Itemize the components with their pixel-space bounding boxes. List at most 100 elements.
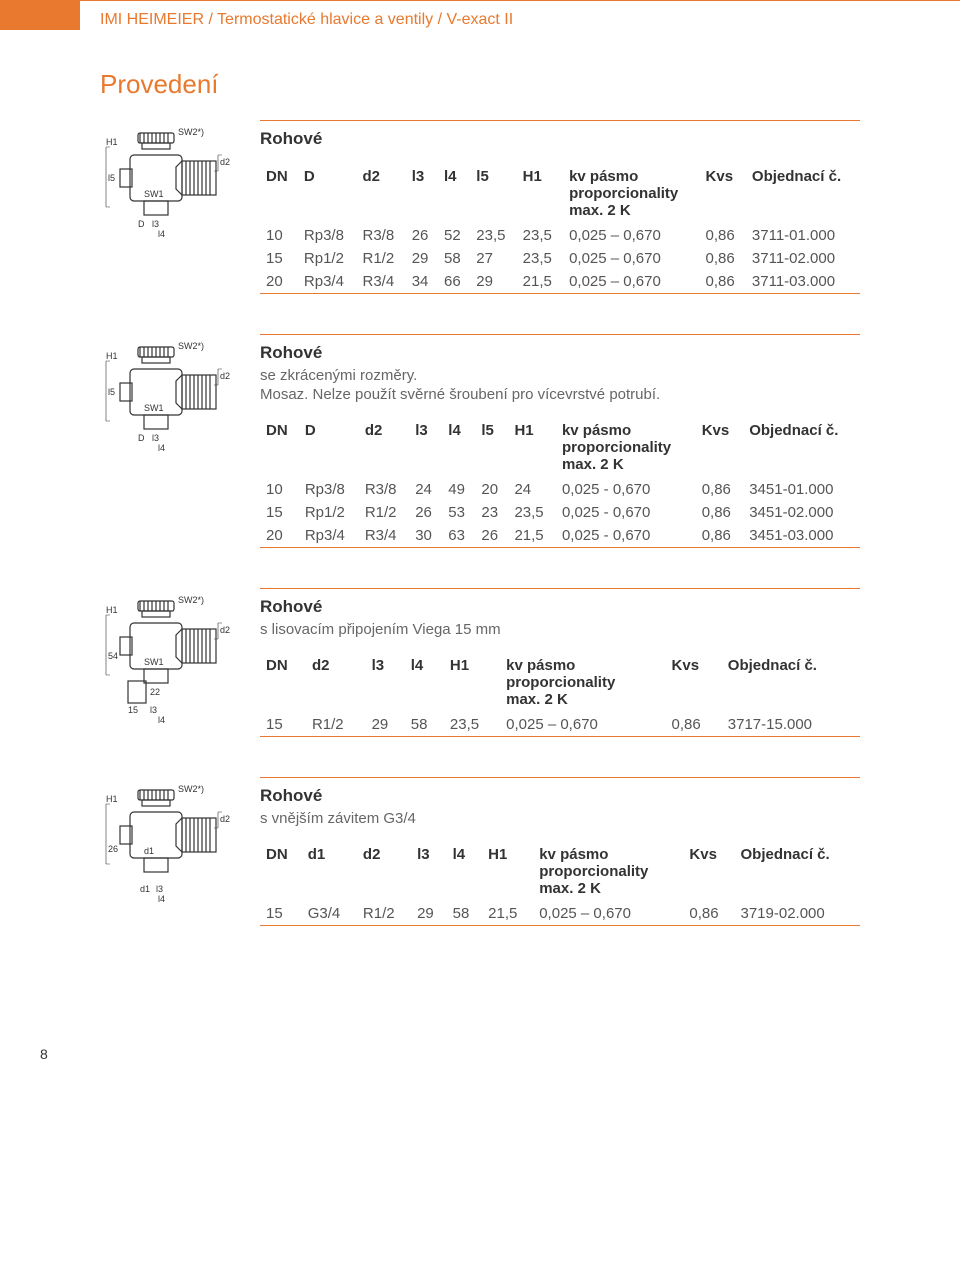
svg-text:l4: l4 bbox=[158, 715, 165, 723]
svg-text:SW1: SW1 bbox=[144, 403, 164, 413]
table-cell: 23,5 bbox=[444, 713, 500, 737]
table-cell: 26 bbox=[409, 501, 442, 524]
svg-text:l3: l3 bbox=[152, 219, 159, 229]
table-cell: 15 bbox=[260, 902, 302, 926]
table-header: l4 bbox=[438, 164, 470, 224]
table-header: kv pásmoproporcionalitymax. 2 K bbox=[533, 842, 683, 902]
table-row: 20Rp3/4R3/434662921,50,025 – 0,6700,8637… bbox=[260, 270, 860, 294]
table-cell: 3451-02.000 bbox=[743, 501, 860, 524]
table-cell: 3451-03.000 bbox=[743, 524, 860, 548]
svg-text:l5: l5 bbox=[108, 173, 115, 183]
table-cell: 0,86 bbox=[700, 270, 746, 294]
table-header: DN bbox=[260, 653, 306, 713]
svg-text:l3: l3 bbox=[152, 433, 159, 443]
table-row: 15G3/4R1/2295821,50,025 – 0,6700,863719-… bbox=[260, 902, 860, 926]
table-cell: 20 bbox=[475, 478, 508, 502]
table-cell: 0,86 bbox=[696, 501, 744, 524]
svg-text:SW2*): SW2*) bbox=[178, 127, 204, 137]
table-cell: 0,025 – 0,670 bbox=[563, 224, 699, 248]
svg-text:22: 22 bbox=[150, 687, 160, 697]
table-cell: 23,5 bbox=[470, 224, 516, 248]
svg-text:l4: l4 bbox=[158, 894, 165, 904]
table-header: l3 bbox=[366, 653, 405, 713]
table-cell: 27 bbox=[470, 247, 516, 270]
table-header: kv pásmoproporcionalitymax. 2 K bbox=[563, 164, 699, 224]
svg-text:SW1: SW1 bbox=[144, 189, 164, 199]
table-header: kv pásmoproporcionalitymax. 2 K bbox=[556, 418, 696, 478]
table-cell: 21,5 bbox=[482, 902, 533, 926]
table-header: kv pásmoproporcionalitymax. 2 K bbox=[500, 653, 665, 713]
table-cell: 0,86 bbox=[700, 224, 746, 248]
block-title: Rohové bbox=[260, 334, 860, 363]
block-subtitle: s vnějším závitem G3/4 bbox=[260, 810, 860, 827]
table-header: H1 bbox=[508, 418, 556, 478]
page-number: 8 bbox=[0, 1006, 960, 1082]
svg-text:H1: H1 bbox=[106, 794, 118, 804]
table-header: d2 bbox=[359, 418, 409, 478]
valve-diagram: H1 SW2*) d2 SW1 l5 D l3 l4 bbox=[100, 334, 240, 548]
svg-text:SW1: SW1 bbox=[144, 657, 164, 667]
table-header: DN bbox=[260, 842, 302, 902]
table-cell: Rp3/8 bbox=[299, 478, 359, 502]
svg-text:d2: d2 bbox=[220, 371, 230, 381]
spec-table: DNDd2l3l4l5H1kv pásmoproporcionalitymax.… bbox=[260, 164, 860, 294]
svg-text:D: D bbox=[138, 433, 145, 443]
svg-text:H1: H1 bbox=[106, 351, 118, 361]
table-cell: G3/4 bbox=[302, 902, 357, 926]
table-cell: Rp3/4 bbox=[299, 524, 359, 548]
table-header: l3 bbox=[409, 418, 442, 478]
table-cell: R3/8 bbox=[357, 224, 406, 248]
table-cell: 3711-02.000 bbox=[746, 247, 860, 270]
svg-text:l5: l5 bbox=[108, 387, 115, 397]
valve-diagram: H1 SW2*) d2 SW1 l5 D l3 l4 bbox=[100, 120, 240, 294]
table-row: 15Rp1/2R1/229582723,50,025 – 0,6700,8637… bbox=[260, 247, 860, 270]
table-cell: 23,5 bbox=[508, 501, 556, 524]
svg-text:d1: d1 bbox=[140, 884, 150, 894]
table-cell: 21,5 bbox=[517, 270, 563, 294]
spec-block: H1 SW2*) d2 d1 26 d1 l3 l4 Rohovés vnějš… bbox=[100, 777, 860, 926]
table-cell: 58 bbox=[447, 902, 483, 926]
table-cell: 58 bbox=[405, 713, 444, 737]
svg-text:d2: d2 bbox=[220, 625, 230, 635]
spec-block: H1 SW2*) d2 SW1 54 22 15 l3 l4 Rohovés l… bbox=[100, 588, 860, 737]
table-cell: R1/2 bbox=[306, 713, 366, 737]
table-header: D bbox=[298, 164, 357, 224]
table-cell: 3451-01.000 bbox=[743, 478, 860, 502]
svg-text:d1: d1 bbox=[144, 846, 154, 856]
svg-text:d2: d2 bbox=[220, 157, 230, 167]
table-header: D bbox=[299, 418, 359, 478]
table-cell: 29 bbox=[411, 902, 447, 926]
table-cell: 21,5 bbox=[508, 524, 556, 548]
table-header: d1 bbox=[302, 842, 357, 902]
table-cell: 23,5 bbox=[517, 247, 563, 270]
table-header: l4 bbox=[405, 653, 444, 713]
table-cell: 0,025 – 0,670 bbox=[533, 902, 683, 926]
header-tab bbox=[0, 0, 80, 30]
svg-text:15: 15 bbox=[128, 705, 138, 715]
table-cell: 10 bbox=[260, 478, 299, 502]
table-header: l4 bbox=[447, 842, 483, 902]
table-cell: 15 bbox=[260, 713, 306, 737]
table-row: 15Rp1/2R1/226532323,50,025 - 0,6700,8634… bbox=[260, 501, 860, 524]
table-cell: 0,025 – 0,670 bbox=[563, 247, 699, 270]
table-header: Objednací č. bbox=[746, 164, 860, 224]
table-cell: 10 bbox=[260, 224, 298, 248]
table-header: d2 bbox=[306, 653, 366, 713]
table-cell: 0,025 - 0,670 bbox=[556, 501, 696, 524]
table-cell: Rp3/8 bbox=[298, 224, 357, 248]
block-title: Rohové bbox=[260, 120, 860, 149]
valve-diagram: H1 SW2*) d2 d1 26 d1 l3 l4 bbox=[100, 777, 240, 926]
block-subtitle: Mosaz. Nelze použít svěrné šroubení pro … bbox=[260, 386, 860, 403]
table-cell: 66 bbox=[438, 270, 470, 294]
table-header: l3 bbox=[406, 164, 438, 224]
spec-block: H1 SW2*) d2 SW1 l5 D l3 l4 RohovéDNDd2l3… bbox=[100, 120, 860, 294]
section-title: Provedení bbox=[0, 69, 960, 120]
table-cell: 3711-03.000 bbox=[746, 270, 860, 294]
table-cell: 26 bbox=[475, 524, 508, 548]
table-header: d2 bbox=[357, 164, 406, 224]
table-cell: 58 bbox=[438, 247, 470, 270]
table-row: 10Rp3/8R3/8265223,523,50,025 – 0,6700,86… bbox=[260, 224, 860, 248]
table-cell: 63 bbox=[442, 524, 475, 548]
table-cell: R3/4 bbox=[359, 524, 409, 548]
table-header: DN bbox=[260, 164, 298, 224]
